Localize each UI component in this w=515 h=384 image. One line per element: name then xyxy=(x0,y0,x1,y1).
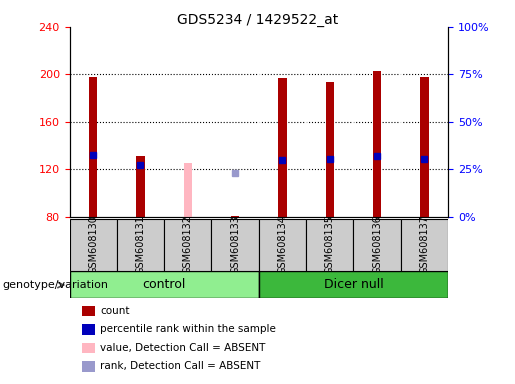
Text: GSM608132: GSM608132 xyxy=(183,215,193,274)
Bar xyxy=(401,219,448,271)
Bar xyxy=(70,219,117,271)
Text: GSM608137: GSM608137 xyxy=(419,215,430,274)
Bar xyxy=(259,271,448,298)
Text: genotype/variation: genotype/variation xyxy=(3,280,109,290)
Text: count: count xyxy=(100,306,130,316)
Bar xyxy=(420,77,428,217)
Bar xyxy=(325,81,334,217)
Bar xyxy=(117,219,164,271)
Text: GSM608136: GSM608136 xyxy=(372,215,382,274)
Bar xyxy=(278,78,287,217)
Bar xyxy=(212,219,259,271)
Bar xyxy=(231,216,239,217)
Bar xyxy=(373,71,381,217)
Bar xyxy=(259,219,306,271)
Text: GSM608135: GSM608135 xyxy=(325,215,335,274)
Bar xyxy=(306,219,353,271)
Text: Dicer null: Dicer null xyxy=(323,278,383,291)
Text: control: control xyxy=(143,278,186,291)
Bar xyxy=(183,164,192,217)
Text: GSM608131: GSM608131 xyxy=(135,215,146,274)
Text: rank, Detection Call = ABSENT: rank, Detection Call = ABSENT xyxy=(100,361,261,371)
Text: percentile rank within the sample: percentile rank within the sample xyxy=(100,324,277,334)
Bar xyxy=(353,219,401,271)
Bar xyxy=(164,219,212,271)
Text: value, Detection Call = ABSENT: value, Detection Call = ABSENT xyxy=(100,343,266,353)
Bar xyxy=(89,77,97,217)
Text: GDS5234 / 1429522_at: GDS5234 / 1429522_at xyxy=(177,13,338,27)
Text: GSM608134: GSM608134 xyxy=(278,215,287,274)
Text: GSM608133: GSM608133 xyxy=(230,215,240,274)
Bar xyxy=(136,156,145,217)
Text: GSM608130: GSM608130 xyxy=(88,215,98,274)
Bar xyxy=(70,271,259,298)
